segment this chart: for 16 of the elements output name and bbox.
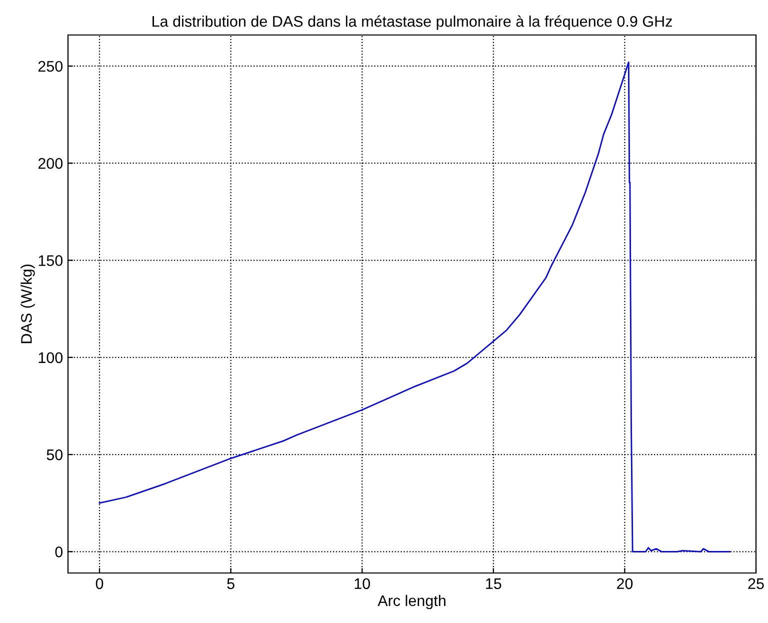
x-tick-label: 20	[616, 578, 633, 590]
x-tick-label: 0	[96, 578, 104, 590]
chart-title: La distribution de DAS dans la métastase pulmonaire à la fréquence 0.9 GHz	[152, 15, 672, 30]
y-tick-label: 50	[46, 449, 63, 460]
x-tick-label: 10	[354, 578, 370, 590]
y-tick-label: 150	[38, 255, 63, 266]
y-tick-label: 0	[55, 546, 63, 558]
y-tick-label: 100	[38, 352, 63, 364]
x-axis-title: Arc length	[378, 594, 446, 610]
x-tick-label: 15	[486, 578, 502, 590]
x-tick-label: 5	[227, 578, 234, 590]
x-tick-label: 25	[748, 578, 764, 590]
y-tick-label: 250	[38, 60, 63, 72]
y-axis-title: DAS (W/kg)	[20, 264, 35, 344]
y-tick-label: 200	[38, 158, 63, 169]
line-series	[98, 61, 730, 552]
